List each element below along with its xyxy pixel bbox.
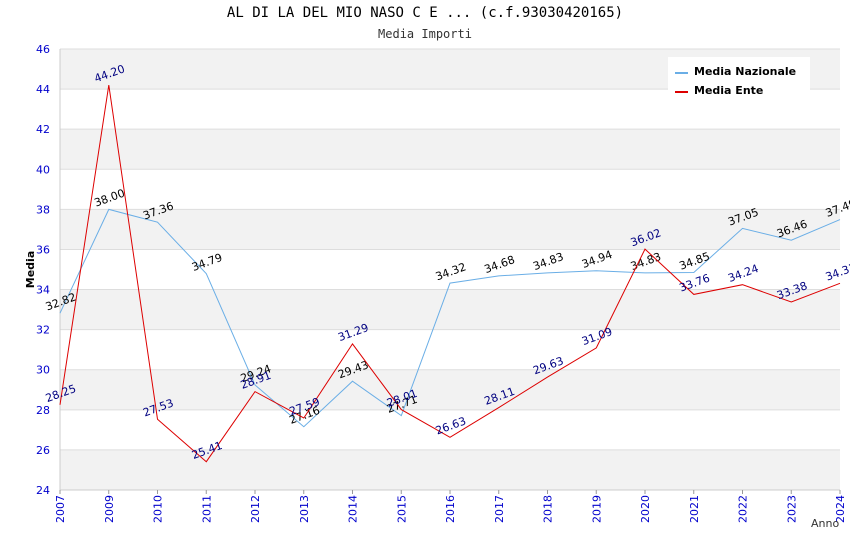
x-tick-label: 2022 (737, 495, 750, 523)
x-tick-label: 2007 (54, 495, 67, 523)
y-tick-label: 38 (36, 203, 50, 216)
y-tick-label: 46 (36, 43, 50, 56)
y-tick-label: 28 (36, 404, 50, 417)
legend: Media Nazionale Media Ente (668, 57, 810, 101)
data-label: 34.83 (629, 250, 663, 273)
grid-band (60, 289, 840, 330)
data-label: 38.00 (93, 187, 127, 210)
x-tick-label: 2024 (834, 495, 847, 523)
y-tick-label: 44 (36, 83, 50, 96)
legend-label-0: Media Nazionale (694, 65, 796, 78)
x-tick-label: 2017 (493, 495, 506, 523)
data-label: 34.68 (483, 253, 517, 276)
series-line-0 (59, 208, 841, 428)
x-tick-label: 2020 (639, 495, 652, 523)
series-line-1 (59, 85, 841, 463)
legend-box (668, 57, 810, 101)
x-tick-label: 2018 (542, 495, 555, 523)
data-label: 34.85 (678, 250, 712, 273)
chart-title: AL DI LA DEL MIO NASO C E ... (c.f.93030… (226, 5, 624, 21)
grid-band (60, 129, 840, 170)
y-tick-label: 40 (36, 163, 50, 176)
grid-band (60, 209, 840, 250)
y-tick-label: 24 (36, 484, 50, 497)
x-tick-label: 2019 (590, 495, 603, 523)
y-tick-label: 32 (36, 324, 50, 337)
y-tick-label: 36 (36, 243, 50, 256)
data-label: 34.31 (824, 261, 850, 284)
x-tick-label: 2009 (103, 495, 116, 523)
x-tick-label: 2014 (347, 495, 360, 523)
x-tick-label: 2011 (200, 495, 213, 523)
x-tick-label: 2013 (298, 495, 311, 523)
grid-band (60, 369, 840, 410)
y-tick-label: 26 (36, 444, 50, 457)
x-tick-label: 2016 (444, 495, 457, 523)
x-tick-label: 2012 (249, 495, 262, 523)
data-label: 34.32 (434, 260, 468, 283)
x-tick-label: 2021 (688, 495, 701, 523)
x-tick-label: 2010 (152, 495, 165, 523)
data-label: 34.79 (190, 251, 224, 274)
x-tick-label: 2023 (785, 495, 798, 523)
data-label: 26.63 (434, 414, 468, 437)
grid-band (60, 449, 840, 490)
y-tick-label: 30 (36, 364, 50, 377)
legend-label-1: Media Ente (694, 84, 763, 97)
y-tick-label: 42 (36, 123, 50, 136)
data-label: 34.83 (531, 250, 565, 273)
chart-subtitle: Media Importi (378, 27, 472, 41)
y-axis-title: Media (24, 251, 37, 288)
x-axis-title: Anno (811, 517, 839, 530)
data-label: 37.49 (824, 197, 850, 220)
data-label: 34.24 (726, 262, 760, 285)
x-tick-label: 2015 (395, 495, 408, 523)
data-label: 34.94 (580, 248, 614, 271)
y-tick-label: 34 (36, 284, 50, 297)
